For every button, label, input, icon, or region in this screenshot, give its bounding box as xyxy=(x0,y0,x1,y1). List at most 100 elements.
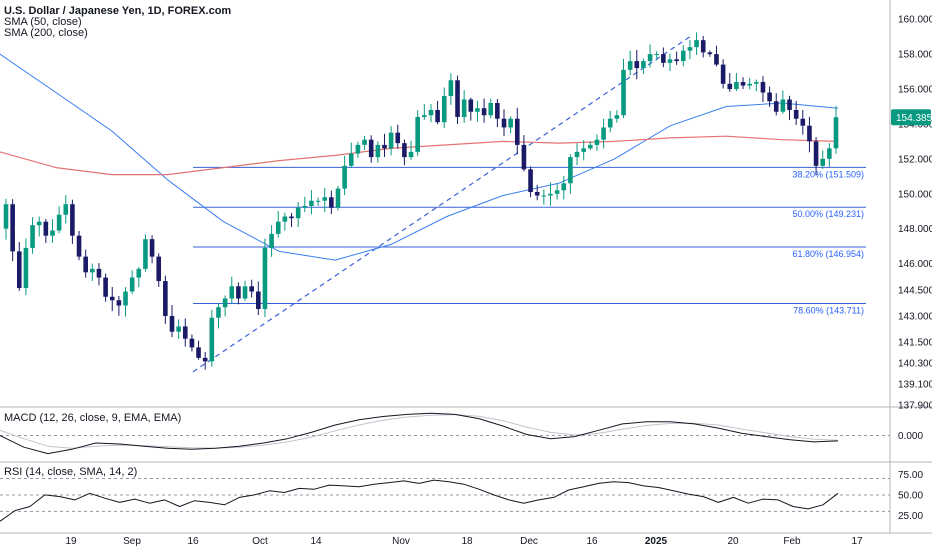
time-tick-label: 19 xyxy=(65,536,77,547)
trend-line xyxy=(192,36,691,373)
candle-body xyxy=(415,116,420,152)
price-tick-label: 152.000 xyxy=(898,154,932,165)
candle-body xyxy=(820,158,826,166)
candle-body xyxy=(647,54,653,62)
candle-body xyxy=(103,277,108,297)
candle-body xyxy=(534,192,540,196)
candle-body xyxy=(475,108,480,112)
candle-body xyxy=(96,268,102,278)
candle-body xyxy=(435,109,440,123)
candle-body xyxy=(362,139,367,145)
candle-body xyxy=(800,118,806,126)
price-tick-label: 143.000 xyxy=(898,311,932,322)
price-tick-label: 146.000 xyxy=(898,259,932,270)
candle-body xyxy=(568,157,573,184)
candle-body xyxy=(594,139,600,145)
legend-sma200: SMA (200, close) xyxy=(4,27,88,39)
candle-body xyxy=(627,61,633,70)
candle-body xyxy=(136,268,142,278)
price-axis[interactable]: 160.000158.000156.000154.000152.000150.0… xyxy=(891,15,932,522)
candle-body xyxy=(614,115,620,119)
candle-body xyxy=(375,144,381,158)
candle-body xyxy=(123,291,128,306)
rsi-tick-label: 75.00 xyxy=(898,470,923,481)
candle-body xyxy=(10,204,15,252)
price-tick-label: 140.300 xyxy=(898,359,932,370)
candle-body xyxy=(561,183,567,191)
candle-body xyxy=(70,204,75,236)
candle-body xyxy=(16,251,22,289)
candle-body xyxy=(641,61,646,69)
price-tick-label: 156.000 xyxy=(898,85,932,96)
candle-body xyxy=(760,82,766,93)
candle-body xyxy=(621,69,626,116)
candle-body xyxy=(322,197,328,201)
candle-body xyxy=(355,144,361,154)
candle-body xyxy=(767,92,772,102)
macd-pane xyxy=(0,412,890,455)
candle-body xyxy=(448,80,454,97)
pane-separators xyxy=(0,0,932,534)
candle-body xyxy=(581,148,586,152)
candle-body xyxy=(495,102,500,119)
candle-body xyxy=(196,347,201,358)
candle-body xyxy=(680,50,686,62)
candle-body xyxy=(501,118,507,128)
candle-body xyxy=(182,326,188,339)
candle-body xyxy=(229,286,235,299)
time-tick-label: 16 xyxy=(187,536,199,547)
candle-body xyxy=(335,188,341,208)
time-tick-label: Sep xyxy=(123,536,141,547)
candle-body xyxy=(149,239,155,257)
candle-body xyxy=(382,144,387,149)
candle-body xyxy=(109,296,115,301)
candle-body xyxy=(508,118,513,128)
legend-rsi: RSI (14, close, SMA, 14, 2) xyxy=(4,466,138,478)
time-axis[interactable]: 19 Sep 16 Oct 14 Nov 18 Dec 16 2025 20 Feb 17 xyxy=(65,536,863,547)
price-tick-label: 150.000 xyxy=(898,189,932,200)
candle-body xyxy=(481,108,487,116)
candle-body xyxy=(275,221,281,234)
candle-body xyxy=(740,82,746,86)
rsi-tick-label: 25.00 xyxy=(898,511,923,522)
candle-body xyxy=(773,101,779,112)
legend-macd: MACD (12, 26, close, 9, EMA, EMA) xyxy=(4,412,182,424)
price-tick-label: 139.100 xyxy=(898,380,932,391)
time-tick-label: Feb xyxy=(783,536,801,547)
candle-body xyxy=(43,221,49,236)
candle-body xyxy=(548,193,553,196)
candle-body xyxy=(249,286,254,292)
candle-body xyxy=(554,190,560,194)
candle-body xyxy=(813,141,819,166)
time-tick-label: Oct xyxy=(252,536,268,547)
sma50-line xyxy=(0,53,839,261)
rsi-line xyxy=(0,479,839,522)
candle-body xyxy=(607,118,613,128)
candle-body xyxy=(83,256,88,273)
candle-body xyxy=(694,40,699,48)
candle-body xyxy=(720,64,726,84)
candle-body xyxy=(63,204,69,215)
candle-body xyxy=(727,83,733,90)
candle-body xyxy=(422,115,427,117)
candle-body xyxy=(687,47,693,51)
candle-body xyxy=(368,139,374,158)
candle-body xyxy=(302,205,308,208)
dashed-trend-line xyxy=(192,36,691,373)
chart-title: U.S. Dollar / Japanese Yen, 1D, FOREX.co… xyxy=(4,5,232,17)
candle-body xyxy=(236,286,241,299)
legend-sma50: SMA (50, close) xyxy=(4,16,82,28)
candle-body xyxy=(36,221,42,226)
fib-level-label: 61.80% (146.954) xyxy=(792,249,864,259)
candle-body xyxy=(428,109,434,116)
candle-body xyxy=(309,200,314,206)
candle-body xyxy=(256,291,261,309)
time-tick-label: 20 xyxy=(727,536,739,547)
candle-body xyxy=(156,256,162,282)
candle-body xyxy=(76,235,82,257)
price-tick-label: 144.500 xyxy=(898,285,932,296)
candle-body xyxy=(661,54,666,63)
candle-body xyxy=(342,165,347,189)
time-tick-label: Dec xyxy=(520,536,538,547)
